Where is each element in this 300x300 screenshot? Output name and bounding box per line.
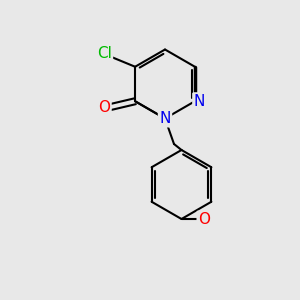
Text: O: O xyxy=(198,212,210,227)
Text: N: N xyxy=(194,94,205,109)
Text: Cl: Cl xyxy=(97,46,112,61)
Text: N: N xyxy=(159,111,171,126)
Text: O: O xyxy=(98,100,110,115)
